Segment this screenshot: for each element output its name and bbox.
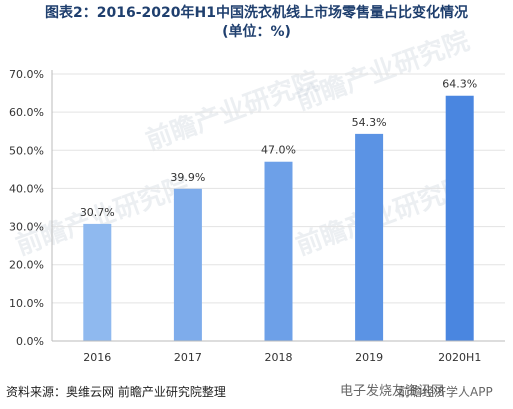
x-tick-label: 2017 [174,351,202,364]
x-axis: 2016 2017 2018 2019 2020H1 [52,340,505,364]
x-tick-label: 2016 [83,351,111,364]
y-tick-label: 40.0% [9,182,44,195]
y-tick-label: 0.0% [16,335,44,348]
chart-title-line1: 图表2：2016-2020年H1中国洗衣机线上市场零售量占比变化情况 [45,5,468,21]
y-tick-label: 70.0% [9,68,44,81]
y-tick-label: 30.0% [9,221,44,234]
x-tick-label: 2019 [355,351,383,364]
x-tick-label: 2018 [265,351,293,364]
site-watermark: 电子发烧友资讯网 [340,384,445,399]
data-label: 47.0% [261,144,296,157]
data-label: 39.9% [170,171,205,184]
y-tick-label: 10.0% [9,297,44,310]
y-tick-label: 50.0% [9,144,44,157]
bar-2020H1 [445,95,474,342]
chart-title-line2: (单位：%) [222,24,291,40]
x-tick-label: 2020H1 [438,351,481,364]
brand-app-watermark: 前瞻经济学人APP [398,385,493,399]
source-note: 资料来源：奥维云网 前瞻产业研究院整理 [6,385,226,399]
bar-2019 [355,133,384,341]
y-tick-label: 20.0% [9,259,44,272]
brand-watermark: 前瞻产业研究院 [142,65,324,156]
data-label: 30.7% [80,206,115,219]
chart-title: 图表2：2016-2020年H1中国洗衣机线上市场零售量占比变化情况 (单位：%… [0,4,513,42]
grid-lines [52,73,505,304]
bar-2016 [83,223,112,341]
y-axis: 0.0% 10.0% 20.0% 30.0% 40.0% 50.0% 60.0% 70.0% [9,68,53,348]
data-label: 64.3% [442,78,477,91]
y-tick-label: 60.0% [9,106,44,119]
bars: 30.7% 39.9% 47.0% 54.3% 64.3% [80,78,477,342]
data-label: 54.3% [352,116,387,129]
bar-2017 [173,188,202,341]
bar-2018 [264,161,293,341]
